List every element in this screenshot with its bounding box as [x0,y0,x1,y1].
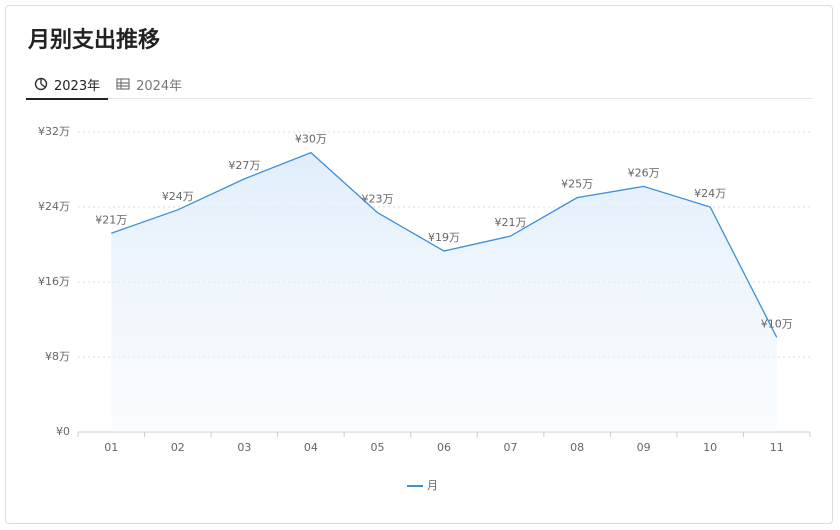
data-label: ¥24万 [694,187,726,200]
x-tick-label: 09 [637,441,651,454]
y-tick-label: ¥24万 [38,200,70,213]
data-label: ¥19万 [428,231,460,244]
y-tick-label: ¥0 [56,425,70,438]
area [111,152,777,432]
card: 月别支出推移 2023年 2024年 [5,5,833,524]
tab-bar: 2023年 2024年 [26,66,812,100]
pie-icon [34,77,48,91]
data-label: ¥21万 [95,213,127,226]
tab-label: 2024年 [136,78,183,94]
x-tick-label: 04 [304,441,318,454]
data-label: ¥23万 [361,193,393,206]
line [111,151,778,338]
x-tick-label: 03 [237,441,251,454]
y-tick-label: ¥16万 [38,275,70,288]
card-title: 月别支出推移 [28,28,161,53]
x-tick-label: 01 [104,441,118,454]
x-tick-label: 05 [370,441,384,454]
x-tick-label: 02 [171,441,185,454]
x-tick-label: 08 [570,441,584,454]
tab[interactable]: 2023年 [26,66,109,100]
x-tick-label: 11 [770,441,784,454]
data-label: ¥25万 [561,178,593,191]
tab[interactable]: 2024年 [108,66,190,98]
x-tick-label: 06 [437,441,451,454]
y-tick-label: ¥8万 [45,350,70,363]
data-label: ¥10万 [761,317,793,330]
tab-label: 2023年 [54,78,101,94]
table-icon [116,78,130,90]
data-label: ¥21万 [495,216,527,229]
data-label: ¥24万 [162,190,194,203]
data-label: ¥26万 [628,166,660,179]
legend-label: 月 [427,479,438,492]
x-tick-label: 10 [703,441,717,454]
x-tick-label: 07 [504,441,518,454]
y-tick-label: ¥32万 [38,125,70,138]
data-label: ¥27万 [228,159,260,172]
data-label: ¥30万 [295,133,327,146]
